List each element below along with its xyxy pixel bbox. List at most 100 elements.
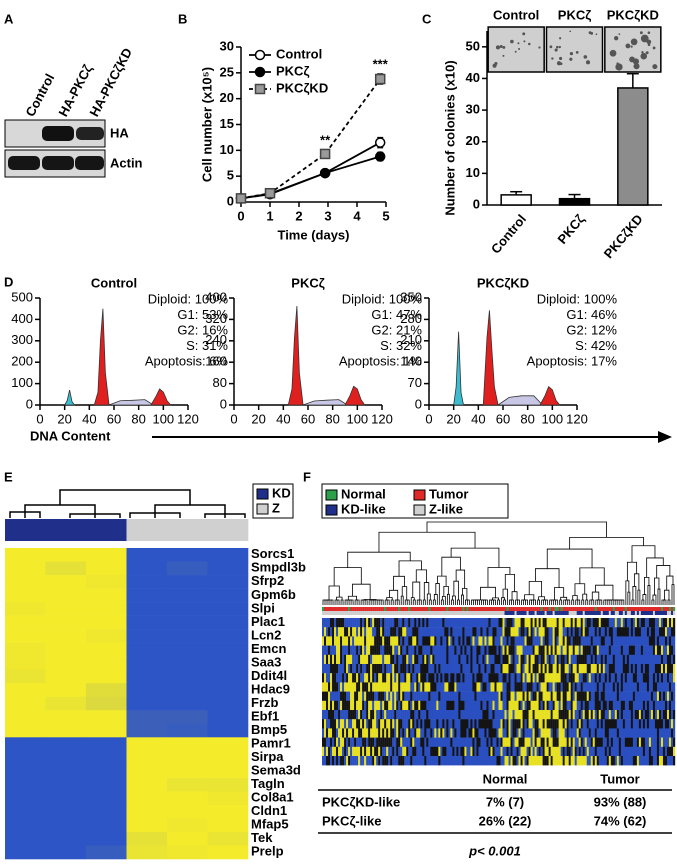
heatmap-cell: [366, 719, 369, 729]
heatmap-cell: [584, 654, 587, 665]
heatmap-cell: [510, 627, 513, 637]
sample-bar: [652, 607, 656, 611]
heatmap-cell: [45, 791, 87, 806]
sample-bar: [362, 607, 365, 611]
heatmap-cell: [480, 756, 483, 766]
heatmap-cell: [656, 618, 660, 628]
heatmap-cell: [478, 664, 481, 674]
heatmap-cell: [328, 756, 331, 766]
heatmap-cell: [588, 682, 591, 692]
heatmap-cell: [576, 710, 579, 720]
heatmap-cell: [628, 627, 632, 637]
class-bar: [432, 611, 435, 615]
heatmap-cell: [340, 691, 343, 701]
class-bar: [332, 611, 335, 615]
heatmap-cell: [428, 636, 431, 646]
heatmap-cell: [404, 691, 407, 701]
heatmap-cell: [360, 618, 363, 628]
heatmap-cell: [418, 654, 421, 665]
heatmap-cell: [626, 618, 630, 628]
class-bar: [576, 611, 579, 615]
heatmap-cell: [556, 737, 559, 747]
heatmap-cell: [582, 673, 585, 683]
heatmap-cell: [506, 700, 509, 711]
heatmap-cell: [384, 691, 387, 701]
heatmap-cell: [624, 719, 628, 729]
heatmap-cell: [432, 645, 435, 655]
heatmap-cell: [548, 710, 551, 720]
heatmap-cell: [336, 618, 339, 628]
heatmap-cell: [568, 618, 571, 628]
colony: [639, 31, 643, 35]
class-bar: [558, 611, 561, 615]
dendrogram: [450, 547, 500, 568]
heatmap-cell: [426, 682, 429, 692]
heatmap-cell: [328, 700, 331, 711]
heatmap-cell: [410, 636, 413, 646]
heatmap-cell: [356, 682, 359, 692]
heatmap-cell: [336, 664, 339, 674]
class-bar: [486, 611, 489, 615]
heatmap-cell: [410, 682, 413, 692]
x-tick-label: 60: [107, 411, 121, 426]
sample-bar: [354, 607, 357, 611]
heatmap-cell: [404, 719, 407, 729]
heatmap-cell: [378, 728, 381, 738]
class-bar: [342, 611, 345, 615]
heatmap-cell: [338, 737, 341, 747]
heatmap-cell: [644, 682, 648, 692]
class-bar: [592, 611, 595, 615]
sample-bar: [322, 607, 325, 611]
heatmap-cell: [5, 831, 46, 846]
y-tick-label: 40: [466, 70, 480, 85]
heatmap-cell: [520, 673, 523, 683]
heatmap-cell: [546, 746, 549, 757]
sample-bar: [348, 607, 351, 611]
heatmap-cell: [512, 627, 515, 637]
heatmap-cell: [568, 700, 571, 711]
heatmap-cell: [608, 737, 612, 747]
dendrogram: [423, 582, 430, 600]
heatmap-cell: [362, 645, 365, 655]
colony: [633, 63, 640, 70]
heatmap-cell: [606, 728, 610, 738]
heatmap-cell: [326, 710, 329, 720]
colony: [510, 39, 514, 44]
gene-label: Ebf1: [251, 708, 279, 723]
heatmap-cell: [544, 719, 547, 729]
dendrogram: [336, 599, 340, 605]
heatmap-cell: [468, 700, 471, 711]
heatmap-cell: [594, 664, 597, 674]
class-bar: [324, 611, 327, 615]
dendrogram: [432, 599, 436, 605]
heatmap-cell: [334, 673, 337, 683]
heatmap-cell: [410, 728, 413, 738]
heatmap-cell: [588, 636, 591, 646]
heatmap-cell: [462, 691, 465, 701]
heatmap-cell: [576, 737, 579, 747]
heatmap-cell: [418, 691, 421, 701]
dendrogram: [443, 585, 449, 597]
heatmap-cell: [650, 756, 654, 766]
dendrogram: [582, 593, 588, 600]
sample-bar: [408, 607, 411, 611]
heatmap-cell: [528, 645, 531, 655]
class-bar: [638, 611, 642, 615]
heatmap-cell: [542, 728, 545, 738]
heatmap-cell: [412, 682, 415, 692]
heatmap-cell: [594, 710, 597, 720]
heatmap-cell: [358, 719, 361, 729]
heatmap-cell: [390, 636, 393, 646]
heatmap-cell: [658, 700, 662, 711]
heatmap-cell: [668, 654, 672, 665]
class-bar: [538, 611, 541, 615]
heatmap-cell: [646, 700, 650, 711]
heatmap-cell: [356, 673, 359, 683]
group-bar: [207, 519, 249, 541]
heatmap-cell: [588, 700, 591, 711]
heatmap-cell: [480, 746, 483, 757]
heatmap-cell: [472, 756, 475, 766]
heatmap-cell: [344, 728, 347, 738]
heatmap-cell: [442, 654, 445, 665]
heatmap-cell: [560, 682, 563, 692]
